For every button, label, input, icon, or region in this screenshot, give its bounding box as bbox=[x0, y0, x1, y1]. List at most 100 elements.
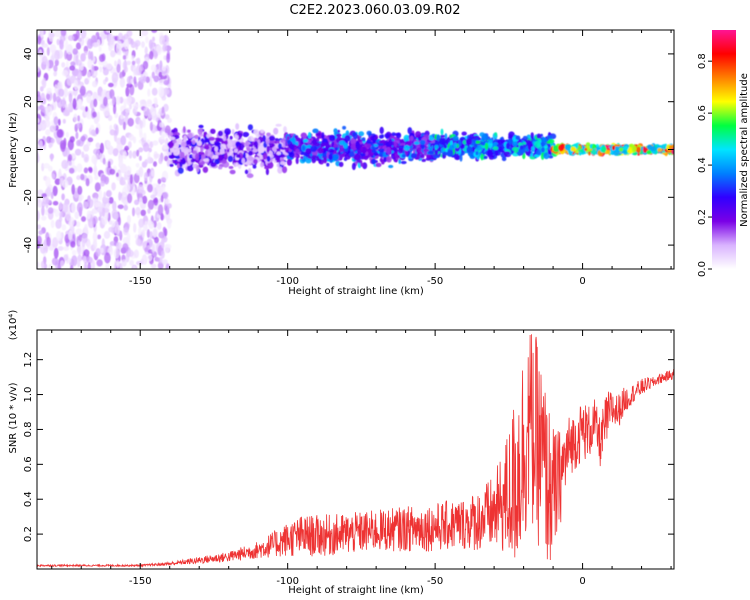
spectrogram-cell bbox=[118, 157, 124, 167]
spectrogram-cell bbox=[407, 127, 413, 135]
spectrogram-cell bbox=[197, 128, 203, 135]
spectrogram-cell bbox=[102, 157, 106, 165]
spectrogram-cell bbox=[183, 135, 188, 143]
spectrogram-cell bbox=[204, 145, 210, 150]
colorbar-ticks: 0.0 0.2 0.4 0.6 0.8 bbox=[697, 53, 712, 277]
spectrogram-cell bbox=[439, 134, 446, 138]
spectrogram-cell bbox=[623, 145, 629, 151]
spectrogram-cell bbox=[39, 243, 46, 249]
spectrogram-cell bbox=[229, 148, 233, 155]
spectrogram-cell bbox=[388, 138, 393, 145]
spectrogram-cell bbox=[274, 140, 280, 145]
spectrogram-cell bbox=[108, 82, 114, 88]
spectrogram-cell bbox=[115, 95, 121, 105]
spectrogram-cell bbox=[286, 158, 292, 166]
spectrogram-cell bbox=[141, 254, 148, 265]
spectrogram-cell bbox=[135, 238, 141, 246]
spectrogram-cell bbox=[273, 127, 279, 135]
spectrogram-cell bbox=[123, 204, 128, 211]
spectrogram-cell bbox=[127, 141, 132, 149]
spectrogram-cell bbox=[110, 50, 116, 58]
figure-title: C2E2.2023.060.03.09.R02 bbox=[289, 3, 460, 18]
spectrogram-cell bbox=[105, 77, 109, 82]
spectrogram-cell bbox=[108, 44, 113, 52]
spectrogram-cell bbox=[141, 30, 149, 36]
spectrogram-cell bbox=[109, 129, 116, 136]
spectrogram-cell bbox=[335, 133, 342, 138]
spectrogram-cell bbox=[489, 140, 493, 144]
spectrogram-cell bbox=[157, 257, 161, 263]
spectrogram-cell bbox=[200, 147, 204, 153]
spectrogram-cell bbox=[124, 221, 130, 230]
spectrogram-cell bbox=[77, 37, 82, 43]
spectrogram-cell bbox=[79, 64, 84, 71]
spectrogram-cell bbox=[94, 174, 99, 181]
spectrogram-cell bbox=[115, 43, 121, 56]
spectrogram-cell bbox=[112, 200, 117, 212]
spectrogram-cell bbox=[373, 143, 379, 148]
spectrogram-cell bbox=[127, 117, 134, 127]
spectrogram-cell bbox=[426, 154, 431, 158]
spectrogram-cell bbox=[37, 235, 42, 246]
spectrogram-cell bbox=[434, 141, 441, 146]
spectrogram-cell bbox=[158, 256, 163, 264]
spectrogram-cell bbox=[86, 113, 93, 120]
spectrogram-cell bbox=[71, 249, 77, 256]
spectrogram-cell bbox=[503, 151, 511, 155]
spectrogram-cell bbox=[158, 139, 166, 144]
spectrogram-cell bbox=[122, 186, 127, 198]
spectrogram-cell bbox=[108, 196, 114, 204]
spectrogram-cell bbox=[510, 150, 515, 154]
spectrogram-cell bbox=[378, 140, 385, 144]
spectrogram-cell bbox=[122, 121, 126, 131]
spectrogram-cell bbox=[266, 145, 270, 153]
spectrogram-cell bbox=[294, 135, 299, 139]
spectrogram-cell bbox=[106, 140, 111, 148]
spectrogram-cell bbox=[43, 263, 48, 269]
spectrogram-cell bbox=[37, 66, 41, 73]
spectrogram-cell bbox=[238, 138, 242, 143]
spectrogram-panel: -150 -100 -50 0 -40 -20 0 20 40 Height of straig… bbox=[8, 29, 675, 297]
spectrogram-cell bbox=[127, 215, 131, 224]
spectrogram-cell bbox=[70, 265, 74, 269]
spectrogram-cell bbox=[235, 162, 239, 167]
spectrogram-cell bbox=[99, 54, 105, 63]
spectrogram-cell bbox=[115, 124, 119, 136]
spectrogram-cell bbox=[396, 132, 402, 139]
spectrogram-cell bbox=[106, 63, 113, 70]
spectrogram-cell bbox=[297, 138, 302, 143]
spectrogram-cell bbox=[77, 185, 83, 195]
spectrogram-cell bbox=[248, 150, 253, 156]
spectrogram-cell bbox=[203, 158, 210, 162]
spectrogram-cell bbox=[247, 155, 254, 161]
spectrogram-cell bbox=[434, 144, 439, 149]
spectrogram-cell bbox=[99, 66, 103, 73]
spectrogram-cell bbox=[122, 151, 128, 160]
spectrogram-cell bbox=[410, 153, 418, 159]
spectrogram-cell bbox=[169, 163, 174, 167]
spectrogram-cell bbox=[61, 159, 69, 169]
spectrogram-cell bbox=[120, 135, 127, 146]
spectrogram-cell bbox=[534, 140, 541, 148]
spectrogram-cell bbox=[138, 218, 145, 228]
spectrogram-cell bbox=[45, 129, 51, 136]
spectrogram-cell bbox=[69, 217, 75, 227]
spectrogram-cell bbox=[75, 221, 81, 228]
spectrogram-cell bbox=[75, 228, 83, 236]
spectrogram-cell bbox=[107, 114, 113, 122]
spectrogram-cell bbox=[76, 122, 81, 129]
x-tick-label: 0 bbox=[579, 276, 585, 287]
spectrogram-cell bbox=[135, 65, 139, 76]
spectrogram-cell bbox=[362, 147, 367, 154]
spectrogram-cell bbox=[334, 147, 339, 151]
spectrogram-cell bbox=[564, 144, 572, 151]
spectrogram-cell bbox=[147, 219, 153, 226]
spectrogram-cell bbox=[45, 186, 52, 198]
spectrogram-cell bbox=[187, 132, 193, 139]
spectrogram-cell bbox=[202, 166, 209, 173]
spectrogram-cell bbox=[180, 151, 185, 159]
spectrogram-cell bbox=[78, 196, 82, 202]
spectrogram-cell bbox=[235, 123, 240, 130]
spectrogram-cell bbox=[164, 125, 171, 136]
